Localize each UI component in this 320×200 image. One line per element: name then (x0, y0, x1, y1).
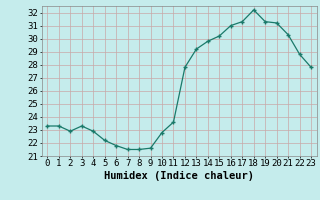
X-axis label: Humidex (Indice chaleur): Humidex (Indice chaleur) (104, 171, 254, 181)
